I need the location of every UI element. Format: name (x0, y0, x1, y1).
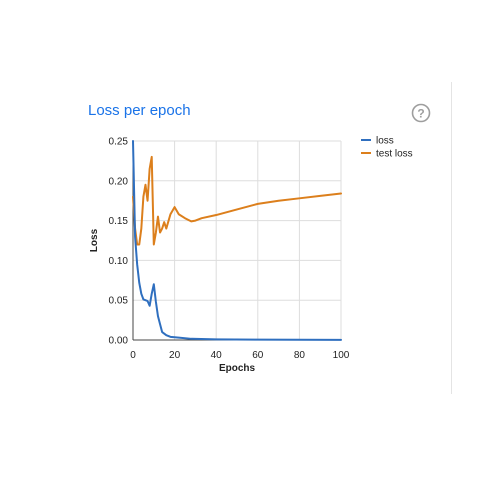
x-tick-label: 80 (294, 350, 306, 361)
tick-labels: 0 20 40 60 80 100 0.00 0.05 0.10 0.15 0.20 0.25 (109, 137, 350, 362)
help-circle-icon[interactable]: ? (411, 103, 431, 123)
y-tick-label: 0.15 (109, 216, 129, 227)
grid-lines (132, 140, 342, 341)
y-tick-label: 0.25 (109, 137, 129, 148)
series-line-loss (132, 140, 342, 341)
series-lines (132, 140, 342, 341)
panel-divider (451, 82, 452, 394)
y-tick-label: 0.05 (109, 296, 129, 307)
y-axis-title: Loss (89, 228, 100, 252)
x-tick-label: 20 (169, 350, 181, 361)
svg-text:?: ? (417, 107, 424, 121)
x-tick-label: 60 (252, 350, 264, 361)
x-tick-label: 100 (333, 350, 350, 361)
y-tick-label: 0.20 (109, 176, 129, 187)
axes (132, 141, 341, 341)
chart-title: Loss per epoch (88, 102, 191, 119)
legend: loss test loss (361, 136, 413, 160)
y-tick-label: 0.00 (109, 336, 129, 347)
x-axis-title: Epochs (219, 363, 256, 374)
legend-label: loss (376, 136, 394, 147)
legend-label: test loss (376, 149, 413, 160)
series-line-test-loss (132, 155, 342, 246)
x-tick-label: 40 (211, 350, 223, 361)
y-tick-label: 0.10 (109, 256, 129, 267)
x-tick-label: 0 (130, 350, 136, 361)
